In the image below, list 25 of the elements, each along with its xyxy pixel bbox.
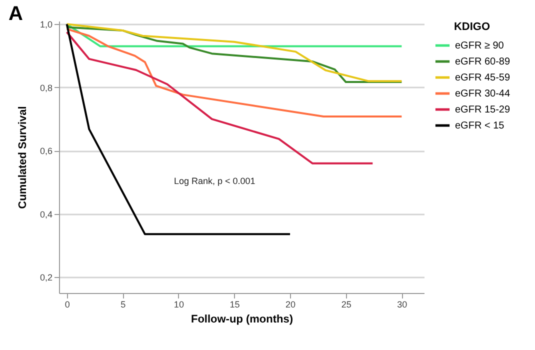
x-tick-label: 15 (230, 300, 240, 310)
x-tick-label: 0 (64, 300, 70, 310)
legend-title: KDIGO (454, 21, 490, 33)
line-series (66, 31, 374, 164)
x-tick-label: 25 (341, 300, 352, 310)
legend-label: eGFR 60-89 (455, 56, 510, 68)
annotation: Log Rank, p < 0.001 (174, 176, 256, 186)
legend-label: eGFR 15-29 (455, 104, 510, 116)
legend-label: eGFR 30-44 (455, 88, 510, 100)
y-tick-label: 0,4 (40, 209, 52, 220)
y-axis-title: Cumulated Survival (16, 106, 29, 209)
y-tick-label: 1,0 (40, 20, 52, 30)
legend-label: eGFR < 15 (455, 120, 505, 132)
y-tick-label: 0,2 (40, 272, 52, 283)
y-tick-label: 0,8 (40, 82, 52, 93)
x-tick-label: 20 (286, 300, 296, 310)
x-tick-label: 10 (174, 300, 184, 310)
x-tick-label: 30 (397, 300, 408, 310)
x-tick-label: 5 (120, 300, 126, 310)
legend-label: eGFR 45-59 (455, 72, 510, 84)
chart-title: A (8, 3, 23, 26)
x-axis-title: Follow-up (months) (190, 314, 294, 326)
legend-label: eGFR ≥ 90 (455, 40, 504, 52)
line-series (66, 28, 403, 118)
y-tick-label: 0,6 (40, 146, 52, 156)
